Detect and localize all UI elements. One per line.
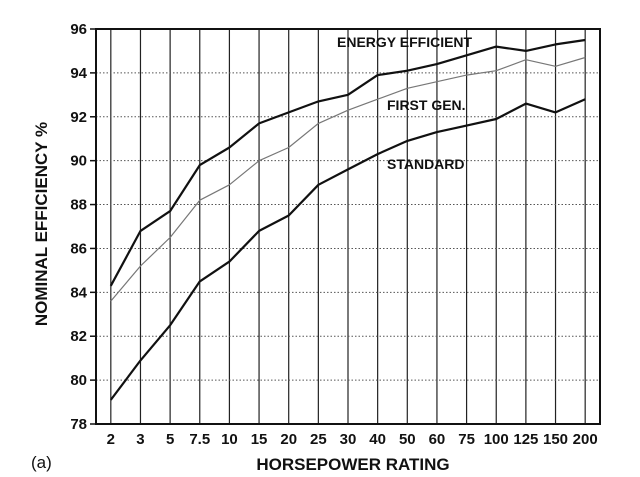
- series-label-standard: STANDARD: [387, 156, 465, 172]
- y-tick-label: 78: [70, 416, 87, 433]
- x-tick-label: 10: [221, 431, 238, 448]
- x-tick-label: 75: [458, 431, 475, 448]
- x-tick-label: 40: [369, 431, 386, 448]
- series-lines: [109, 38, 586, 401]
- panel-label: (a): [31, 453, 52, 472]
- series-line-first-gen: [110, 56, 586, 302]
- x-tick-label: 30: [340, 431, 357, 448]
- tick-labels: 2 3 5 7.5 10 15 20 25 30 40 50 60 75 100 125 150 200 78 80…: [70, 21, 597, 448]
- x-tick-label: 7.5: [189, 431, 210, 448]
- series-line-energy-efficient: [109, 38, 586, 287]
- y-tick-label: 84: [70, 284, 87, 301]
- series-line-standard: [109, 98, 586, 401]
- plot-frame: [95, 28, 601, 425]
- y-tick-label: 94: [70, 65, 87, 82]
- x-tick-label: 150: [543, 431, 568, 448]
- y-tick-label: 88: [70, 197, 87, 214]
- y-tick-label: 96: [70, 21, 87, 38]
- x-tick-label: 15: [251, 431, 268, 448]
- y-tick-label: 80: [70, 372, 87, 389]
- x-tick-label: 60: [429, 431, 446, 448]
- x-tick-label: 100: [484, 431, 509, 448]
- y-tick-label: 92: [70, 109, 87, 126]
- x-tick-label: 20: [280, 431, 297, 448]
- y-tick-label: 86: [70, 240, 87, 257]
- x-tick-label: 5: [166, 431, 174, 448]
- grid: [96, 29, 600, 424]
- x-tick-label: 125: [513, 431, 538, 448]
- x-tick-label: 200: [573, 431, 598, 448]
- x-tick-label: 3: [136, 431, 144, 448]
- y-tick-label: 90: [70, 153, 87, 170]
- x-tick-label: 25: [310, 431, 327, 448]
- x-axis-title: HORSEPOWER RATING: [256, 455, 449, 474]
- x-tick-label: 2: [107, 431, 115, 448]
- y-axis-title: NOMINAL EFFICIENCY %: [32, 122, 51, 326]
- series-label-energy-efficient: ENERGY EFFICIENT: [337, 34, 473, 50]
- series-label-first-gen: FIRST GEN.: [387, 97, 466, 113]
- x-tick-label: 50: [399, 431, 416, 448]
- y-tick-label: 82: [70, 328, 87, 345]
